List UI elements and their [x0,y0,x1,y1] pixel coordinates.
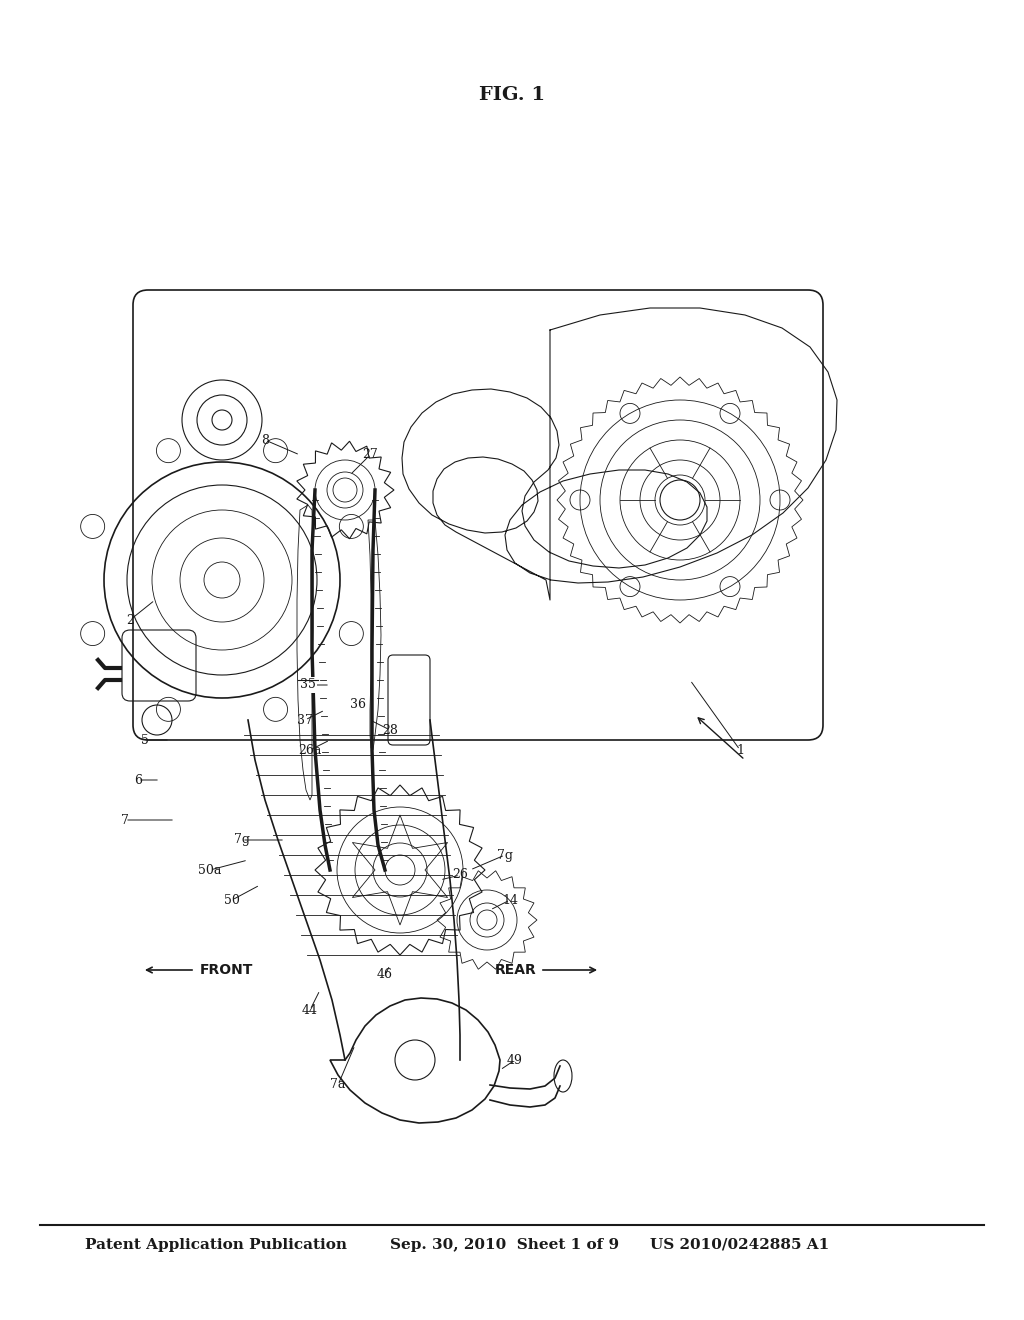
Text: 7: 7 [121,813,129,826]
Text: 8: 8 [261,433,269,446]
Text: 27: 27 [362,449,378,462]
Text: 5: 5 [141,734,148,747]
Text: Patent Application Publication: Patent Application Publication [85,1238,347,1251]
Text: 7g: 7g [497,849,513,862]
Text: 2: 2 [126,614,134,627]
Text: 46: 46 [377,969,393,982]
Text: 50a: 50a [199,863,221,876]
Text: US 2010/0242885 A1: US 2010/0242885 A1 [650,1238,829,1251]
Text: 49: 49 [507,1053,523,1067]
Text: 44: 44 [302,1003,318,1016]
Text: 35: 35 [300,678,316,692]
Text: 6: 6 [134,774,142,787]
Text: 28: 28 [382,723,398,737]
Text: 35: 35 [300,678,316,692]
Text: Sep. 30, 2010  Sheet 1 of 9: Sep. 30, 2010 Sheet 1 of 9 [390,1238,620,1251]
Text: FIG. 1: FIG. 1 [479,86,545,104]
Text: REAR: REAR [495,964,537,977]
Text: FRONT: FRONT [200,964,253,977]
Text: 37: 37 [297,714,313,726]
Text: 7g: 7g [234,833,250,846]
Text: 7a: 7a [331,1078,346,1092]
Text: 26: 26 [452,869,468,882]
Text: 14: 14 [502,894,518,907]
Text: 50: 50 [224,894,240,907]
Text: 1: 1 [736,743,744,756]
Text: 26a: 26a [298,743,322,756]
Text: 36: 36 [350,698,366,711]
